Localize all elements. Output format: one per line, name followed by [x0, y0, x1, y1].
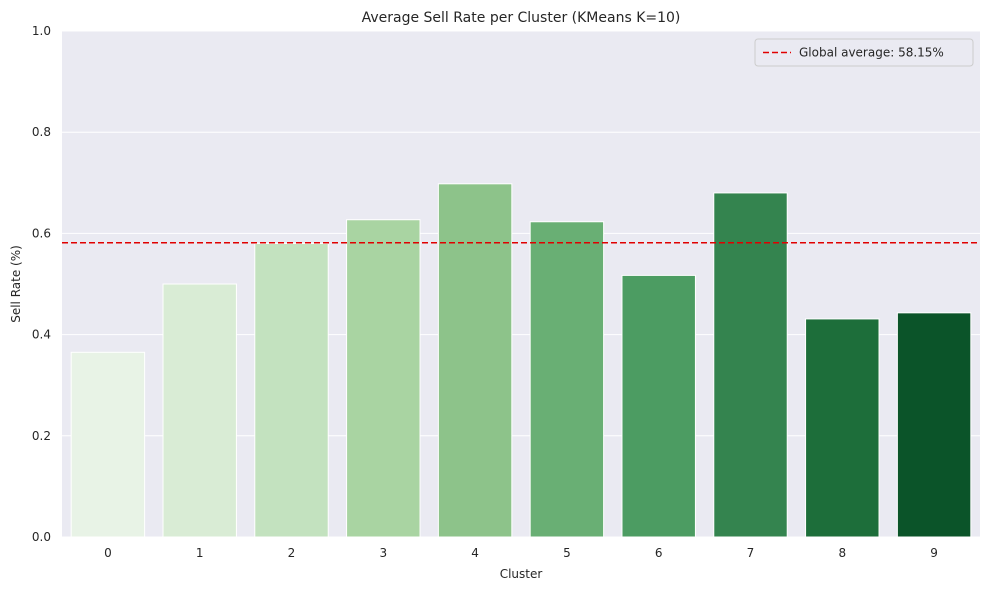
bar-cluster-9	[896, 312, 972, 538]
bar-cluster-3	[346, 219, 421, 538]
x-tick-label: 2	[288, 546, 296, 560]
x-tick-label: 9	[930, 546, 938, 560]
bars	[70, 183, 972, 538]
x-tick-label: 3	[379, 546, 387, 560]
legend: Global average: 58.15%	[754, 38, 974, 67]
y-tick-label: 0.4	[32, 328, 51, 342]
bar-cluster-4	[437, 183, 513, 538]
x-tick-label: 7	[747, 546, 755, 560]
bar-cluster-6	[621, 274, 696, 538]
y-axis-ticks: 0.0 0.2 0.4 0.6 0.8 1.0	[32, 24, 51, 544]
x-axis-label: Cluster	[500, 567, 543, 581]
y-axis-label: Sell Rate (%)	[9, 245, 23, 323]
y-tick-label: 0.6	[32, 226, 51, 240]
x-tick-label: 5	[563, 546, 571, 560]
x-tick-label: 0	[104, 546, 112, 560]
bar-cluster-2	[254, 243, 329, 538]
bar-cluster-5	[529, 221, 605, 538]
x-tick-label: 6	[655, 546, 663, 560]
bar-cluster-0	[70, 351, 146, 538]
y-tick-label: 0.0	[32, 530, 51, 544]
y-tick-label: 0.2	[32, 429, 51, 443]
bar-cluster-1	[162, 283, 237, 538]
legend-label: Global average: 58.15%	[799, 46, 944, 60]
bar-cluster-8	[805, 318, 880, 538]
x-tick-label: 1	[196, 546, 204, 560]
y-tick-label: 1.0	[32, 24, 51, 38]
bar-cluster-7	[713, 192, 788, 538]
chart-title: Average Sell Rate per Cluster (KMeans K=…	[362, 10, 681, 26]
y-tick-label: 0.8	[32, 125, 51, 139]
x-tick-label: 8	[838, 546, 846, 560]
x-tick-label: 4	[471, 546, 479, 560]
legend-box	[754, 38, 974, 67]
x-axis-ticks: 0 1 2 3 4 5 6 7 8 9	[104, 546, 938, 560]
